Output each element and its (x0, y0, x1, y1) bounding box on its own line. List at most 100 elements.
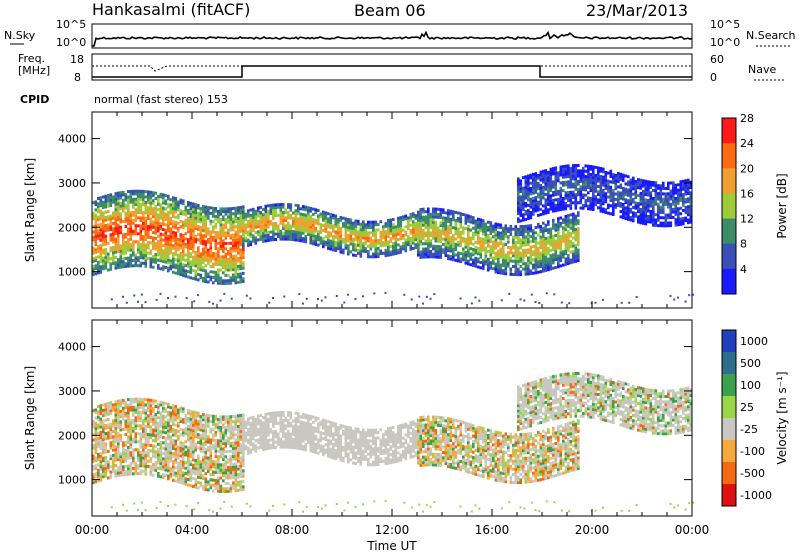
power-cell (524, 201, 528, 205)
power-cell (504, 272, 508, 276)
power-cell (257, 214, 260, 218)
velocity-cell (142, 448, 145, 452)
power-cell (139, 205, 143, 209)
power-cell (294, 214, 298, 218)
power-cell (499, 239, 503, 243)
noise-right-tick-high: 10^5 (710, 18, 741, 31)
power-cell (294, 211, 298, 215)
power-cell (554, 223, 558, 227)
power-cell (182, 223, 185, 227)
velocity-cell (122, 467, 125, 471)
power-cell (237, 232, 240, 236)
power-cell (397, 230, 400, 234)
power-cell (524, 183, 528, 187)
velocity-cell (122, 465, 125, 469)
power-cell (272, 222, 275, 226)
power-cell (564, 260, 568, 264)
colorbar-swatch (722, 143, 736, 169)
power-cell (147, 211, 150, 215)
power-cell (102, 243, 105, 247)
power-cell (337, 220, 340, 224)
power-cell (639, 202, 643, 206)
power-cell (147, 209, 150, 213)
velocity-cell (112, 430, 115, 433)
power-cell (462, 252, 465, 256)
power-cell (359, 249, 363, 253)
power-cell (214, 209, 218, 213)
power-cell (374, 220, 378, 224)
power-cell (549, 181, 553, 184)
power-cell (419, 226, 423, 230)
power-cell (114, 216, 118, 220)
power-cell (449, 241, 453, 245)
power-cell (142, 227, 145, 231)
power-cell (677, 217, 680, 221)
velocity-cell (134, 424, 138, 428)
power-cell (269, 238, 273, 242)
velocity-cell (149, 465, 153, 469)
power-cell (239, 243, 243, 247)
velocity-cell (147, 438, 150, 442)
power-cell (560, 301, 563, 304)
power-cell (144, 301, 147, 304)
power-cell (197, 227, 200, 231)
power-cell (244, 231, 248, 235)
velocity-cell (162, 406, 165, 410)
power-cell (684, 197, 688, 201)
power-cell (329, 234, 333, 238)
power-cell (174, 247, 178, 251)
power-cell (484, 259, 488, 263)
power-cell (459, 230, 463, 234)
velocity-cell (172, 420, 175, 424)
power-cell (167, 210, 170, 214)
power-cell (207, 227, 210, 231)
power-cell (487, 234, 490, 237)
power-cell (587, 186, 590, 189)
velocity-cell (157, 429, 160, 433)
power-cell (664, 224, 668, 228)
power-cell (564, 207, 568, 211)
power-cell (254, 225, 258, 229)
power-cell (162, 251, 165, 255)
power-cell (292, 211, 295, 215)
power-cell (567, 243, 570, 247)
power-cell (117, 194, 120, 198)
power-cell (449, 231, 453, 234)
power-cell (257, 209, 260, 213)
power-cell (422, 302, 424, 305)
power-cell (474, 251, 478, 255)
power-cell (227, 279, 230, 283)
power-cell (564, 228, 568, 232)
power-cell (564, 220, 568, 224)
power-cell (177, 237, 180, 241)
power-cell (269, 209, 273, 213)
velocity-cell (137, 464, 140, 468)
velocity-cell (169, 448, 173, 452)
power-cell (534, 196, 538, 200)
velocity-cell (169, 406, 173, 410)
velocity-cell (114, 453, 118, 457)
power-cell (97, 218, 100, 222)
power-cell (354, 230, 358, 234)
power-cell (529, 181, 533, 185)
power-cell (149, 228, 153, 231)
power-cell (514, 270, 518, 274)
power-cell (94, 235, 98, 238)
velocity-cell (134, 416, 138, 420)
power-cell (347, 249, 350, 253)
power-cell (444, 246, 448, 249)
power-cell (324, 243, 328, 247)
velocity-cell (139, 416, 143, 420)
power-cell (562, 202, 565, 206)
power-cell (572, 228, 575, 232)
power-cell (122, 206, 125, 210)
power-cell (524, 178, 528, 181)
power-cell (594, 173, 598, 177)
power-cell (614, 187, 618, 191)
power-cell (172, 201, 175, 205)
power-cell (179, 235, 183, 239)
velocity-cell (127, 448, 130, 452)
power-cell (267, 220, 270, 224)
power-cell (224, 255, 228, 259)
power-cell (444, 238, 448, 241)
